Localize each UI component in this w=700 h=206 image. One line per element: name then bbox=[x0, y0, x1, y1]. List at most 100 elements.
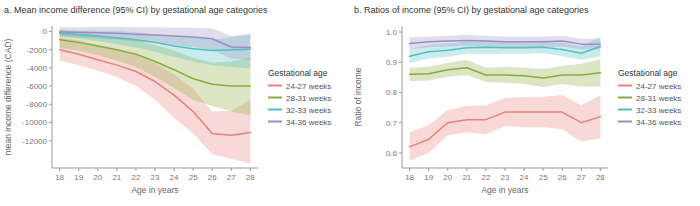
y-tick-label: -12000 bbox=[22, 137, 47, 146]
x-tick bbox=[562, 168, 563, 171]
ci-band bbox=[60, 27, 251, 60]
y-tick bbox=[49, 49, 52, 50]
x-tick bbox=[78, 168, 79, 171]
y-tick-label: -2000 bbox=[27, 46, 48, 55]
series-line bbox=[60, 50, 251, 136]
x-axis-label: Age in years bbox=[131, 185, 178, 195]
y-tick-label: 0 bbox=[43, 27, 48, 36]
x-tick bbox=[505, 168, 506, 171]
y-tick bbox=[49, 86, 52, 87]
x-tick-label: 25 bbox=[189, 173, 198, 182]
y-tick bbox=[399, 62, 402, 63]
y-tick-label: -6000 bbox=[27, 82, 48, 91]
series-line bbox=[410, 68, 601, 78]
legend-entry: 34-36 weeks bbox=[286, 118, 331, 127]
plot-area bbox=[60, 27, 251, 164]
x-tick-label: 21 bbox=[462, 173, 471, 182]
x-tick bbox=[59, 168, 60, 171]
y-tick-label: 1.0 bbox=[386, 28, 398, 37]
x-axis-label: Age in years bbox=[481, 185, 528, 195]
y-tick-label: 0.9 bbox=[386, 58, 398, 67]
plot-area bbox=[410, 35, 601, 160]
x-tick-label: 28 bbox=[246, 173, 255, 182]
legend-entry: 24-27 weeks bbox=[636, 82, 681, 91]
x-tick-label: 27 bbox=[227, 173, 236, 182]
x-tick-label: 18 bbox=[55, 173, 64, 182]
y-axis-line bbox=[52, 26, 53, 168]
x-tick bbox=[97, 168, 98, 171]
y-tick bbox=[49, 104, 52, 105]
x-tick-label: 27 bbox=[577, 173, 586, 182]
y-axis-label: mean income difference (CAD) bbox=[3, 39, 13, 156]
legend-entry: 28-31 weeks bbox=[636, 94, 681, 103]
x-tick-label: 24 bbox=[520, 173, 529, 182]
x-tick bbox=[193, 168, 194, 171]
ci-band bbox=[410, 95, 601, 161]
x-tick bbox=[543, 168, 544, 171]
y-tick bbox=[399, 32, 402, 33]
x-tick bbox=[485, 168, 486, 171]
series-line bbox=[60, 33, 251, 50]
y-tick bbox=[49, 67, 52, 68]
y-tick bbox=[399, 152, 402, 153]
x-tick bbox=[212, 168, 213, 171]
y-tick-label: 0.8 bbox=[386, 88, 398, 97]
x-tick-label: 22 bbox=[481, 173, 490, 182]
x-tick bbox=[155, 168, 156, 171]
series-line bbox=[410, 47, 601, 57]
legend-swatch bbox=[268, 97, 282, 99]
y-tick bbox=[399, 92, 402, 93]
x-tick bbox=[581, 168, 582, 171]
legend-title: Gestational age bbox=[618, 68, 678, 78]
title: a. Mean income difference (95% CI) by ge… bbox=[4, 5, 268, 15]
ci-band bbox=[60, 30, 251, 116]
legend-swatch bbox=[618, 121, 632, 123]
x-tick bbox=[116, 168, 117, 171]
y-tick bbox=[399, 122, 402, 123]
title: b. Ratios of income (95% CI) by gestatio… bbox=[354, 5, 589, 15]
x-tick bbox=[174, 168, 175, 171]
panel: b. Ratios of income (95% CI) by gestatio… bbox=[353, 5, 681, 195]
y-tick bbox=[49, 122, 52, 123]
x-tick-label: 23 bbox=[151, 173, 160, 182]
x-tick-label: 26 bbox=[558, 173, 567, 182]
y-axis-line bbox=[402, 26, 403, 168]
x-tick-label: 22 bbox=[131, 173, 140, 182]
series-line bbox=[410, 112, 601, 147]
x-tick bbox=[600, 168, 601, 171]
series-line bbox=[60, 40, 251, 86]
legend-swatch bbox=[618, 109, 632, 111]
x-tick-label: 19 bbox=[424, 173, 433, 182]
legend-swatch bbox=[268, 109, 282, 111]
x-tick-label: 20 bbox=[443, 173, 452, 182]
y-tick-label: -8000 bbox=[27, 100, 48, 109]
x-tick bbox=[428, 168, 429, 171]
x-tick-label: 24 bbox=[170, 173, 179, 182]
legend-entry: 24-27 weeks bbox=[286, 82, 331, 91]
legend-swatch bbox=[268, 121, 282, 123]
x-tick bbox=[524, 168, 525, 171]
x-tick-label: 19 bbox=[74, 173, 83, 182]
series-line bbox=[410, 41, 601, 45]
x-tick-label: 26 bbox=[208, 173, 217, 182]
x-tick bbox=[447, 168, 448, 171]
y-axis-label: Ratio of income bbox=[353, 67, 363, 126]
x-tick bbox=[466, 168, 467, 171]
y-tick-label: 0.6 bbox=[386, 149, 398, 158]
y-tick-label: -4000 bbox=[27, 64, 48, 73]
y-tick-label: -10000 bbox=[22, 118, 47, 127]
y-tick-label: 0.7 bbox=[386, 119, 398, 128]
legend-title: Gestational age bbox=[268, 68, 328, 78]
x-tick bbox=[409, 168, 410, 171]
legend-entry: 32-33 weeks bbox=[286, 106, 331, 115]
panel: a. Mean income difference (95% CI) by ge… bbox=[3, 5, 331, 195]
x-tick-label: 28 bbox=[596, 173, 605, 182]
y-tick bbox=[49, 31, 52, 32]
x-tick-label: 25 bbox=[539, 173, 548, 182]
legend-entry: 28-31 weeks bbox=[286, 94, 331, 103]
x-tick-label: 21 bbox=[112, 173, 121, 182]
legend-swatch bbox=[618, 85, 632, 87]
legend-entry: 32-33 weeks bbox=[636, 106, 681, 115]
x-tick-label: 20 bbox=[93, 173, 102, 182]
legend: Gestational age 24-27 weeks 28-31 weeks 32-… bbox=[268, 68, 331, 127]
